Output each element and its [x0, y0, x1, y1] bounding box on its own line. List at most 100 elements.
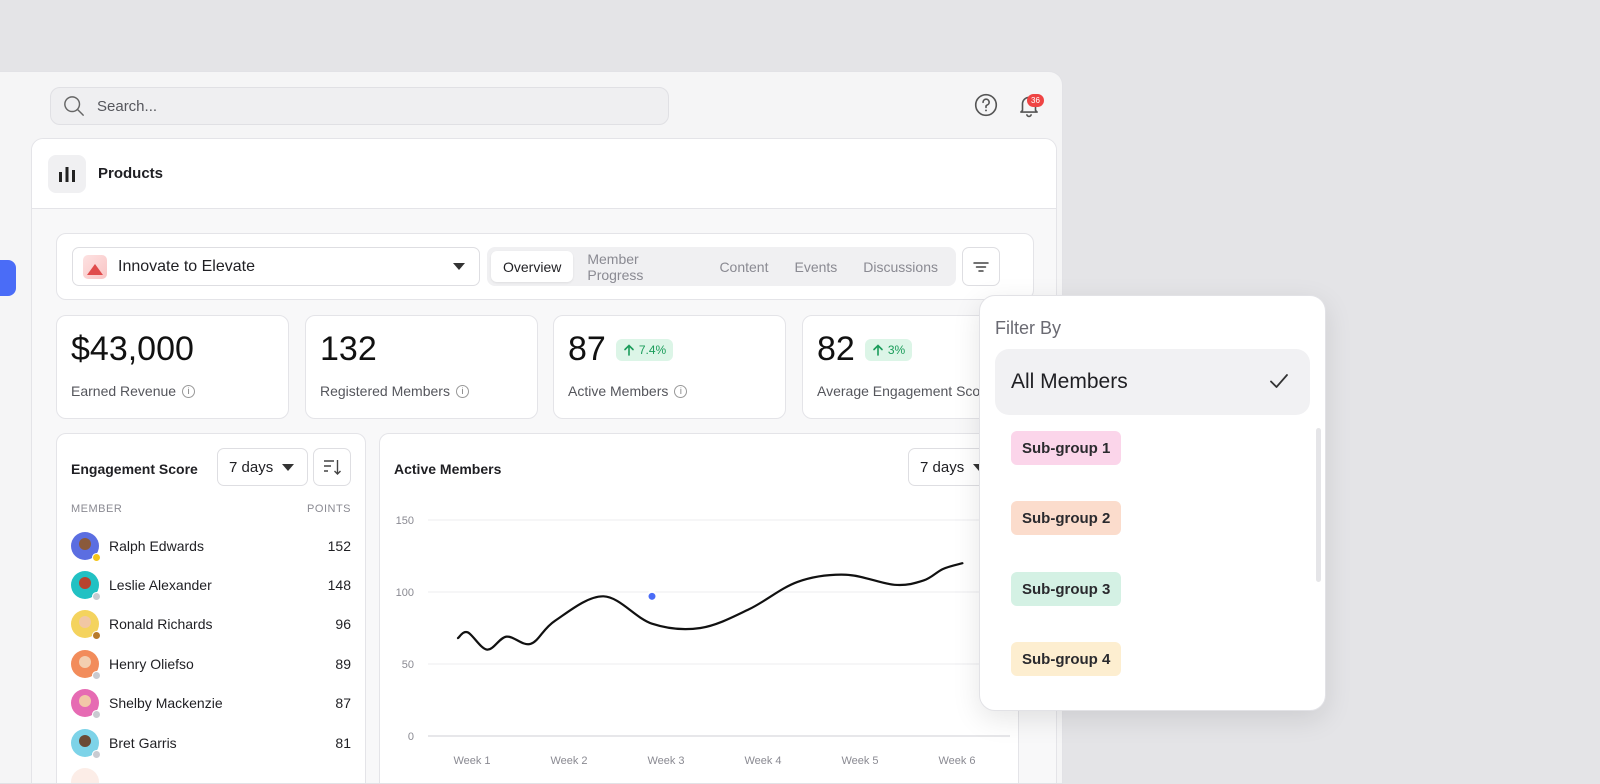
member-points: 87: [335, 695, 351, 712]
sort-button[interactable]: [313, 448, 351, 486]
avatar: [71, 610, 101, 641]
member-row-faded: [71, 762, 351, 783]
x-tick-label: Week 4: [744, 755, 781, 767]
stat-value: 87: [568, 330, 606, 368]
x-tick-label: Week 6: [938, 755, 975, 767]
stat-card-active: 87 7.4% Active Members i: [553, 315, 786, 419]
member-name: Leslie Alexander: [109, 577, 212, 594]
member-points: 89: [335, 655, 351, 672]
filter-option-sub-group-4[interactable]: Sub-group 4: [1011, 642, 1122, 676]
program-select[interactable]: Innovate to Elevate: [72, 247, 480, 286]
arrow-up-icon: [624, 343, 634, 356]
stat-caption: Earned Revenue: [71, 383, 177, 399]
filter-option-sub-group-1[interactable]: Sub-group 1: [1011, 431, 1122, 465]
popover-title: Filter By: [995, 318, 1062, 338]
y-tick-label: 100: [396, 587, 414, 599]
range-select[interactable]: 7 days: [217, 448, 308, 486]
panel-header: Products: [32, 139, 1056, 209]
stat-value: 82: [817, 330, 855, 368]
products-panel: Products Innovate to Elevate Overview Me…: [31, 138, 1057, 783]
tab-events[interactable]: Events: [794, 258, 838, 275]
stat-caption: Average Engagement Score: [817, 383, 993, 399]
info-icon[interactable]: i: [182, 384, 196, 398]
info-icon[interactable]: i: [674, 384, 688, 398]
stat-caption: Active Members: [568, 383, 669, 399]
page-title: Products: [98, 165, 164, 182]
member-row[interactable]: Shelby Mackenzie 87: [71, 684, 351, 723]
avatar: [71, 689, 101, 720]
active-members-card: Active Members 7 days 0 50 100 150 Week 1 Wee…: [379, 433, 1019, 783]
avatar: [71, 571, 101, 602]
member-points: 81: [335, 734, 351, 751]
app-window: Search... 36 Products Innovate to Elevat…: [0, 71, 1063, 784]
member-row[interactable]: Leslie Alexander 148: [71, 565, 351, 604]
range-label: 7 days: [229, 458, 274, 476]
member-name: Ronald Richards: [109, 616, 213, 633]
line-chart: 0 50 100 150 Week 1 Week 2 Week 3 Week 4 Week 5 W…: [396, 515, 1010, 767]
stat-value: 132: [320, 330, 377, 368]
y-tick-label: 0: [408, 731, 414, 743]
sort-icon: [324, 460, 341, 475]
member-name: Ralph Edwards: [109, 537, 204, 554]
engagement-score-card: Engagement Score 7 days MEMBER POINTS Ra…: [56, 433, 366, 783]
member-name: Bret Garris: [109, 734, 177, 751]
info-icon[interactable]: i: [455, 384, 469, 398]
avatar: [71, 531, 101, 562]
arrow-up-icon: [873, 343, 883, 356]
trend-value: 7.4%: [638, 342, 667, 357]
tab-overview[interactable]: Overview: [491, 251, 574, 282]
filter-icon: [973, 261, 989, 272]
x-tick-label: Week 3: [647, 755, 684, 767]
range-label: 7 days: [920, 458, 965, 476]
member-row[interactable]: Ronald Richards 96: [71, 605, 351, 644]
filter-button[interactable]: [962, 247, 1000, 286]
stat-caption: Registered Members: [320, 383, 450, 399]
avatar: [71, 728, 101, 759]
column-header-member: MEMBER: [71, 503, 123, 515]
card-title: Engagement Score: [71, 461, 198, 477]
sidebar-active-indicator[interactable]: [0, 260, 16, 296]
member-row[interactable]: Henry Oliefso 89: [71, 644, 351, 683]
tab-content[interactable]: Content: [719, 258, 769, 275]
tab-member-progress[interactable]: Member Progress: [587, 250, 644, 283]
column-header-points: POINTS: [307, 503, 351, 515]
stat-card-revenue: $43,000 Earned Revenue i: [56, 315, 289, 419]
caret-down-icon: [453, 263, 465, 270]
trend-badge: 3%: [864, 338, 913, 361]
search-input[interactable]: Search...: [50, 87, 669, 125]
y-tick-label: 50: [402, 659, 414, 671]
member-row[interactable]: Ralph Edwards 152: [71, 526, 351, 565]
member-points: 148: [327, 577, 351, 594]
x-tick-label: Week 2: [550, 755, 587, 767]
highlight-point: [648, 592, 656, 600]
member-points: 96: [335, 616, 351, 633]
member-name: Shelby Mackenzie: [109, 695, 223, 712]
member-name: Henry Oliefso: [109, 655, 194, 672]
x-tick-label: Week 5: [841, 755, 878, 767]
card-title: Active Members: [394, 461, 502, 477]
toolbar: Innovate to Elevate Overview Member Prog…: [56, 233, 1034, 300]
tab-discussions[interactable]: Discussions: [863, 258, 938, 275]
search-icon: [64, 96, 84, 116]
member-row[interactable]: Bret Garris 81: [71, 723, 351, 762]
option-label: All Members: [1011, 370, 1128, 393]
filter-popover: Filter By All Members Sub-group 1 Sub-gr…: [979, 295, 1326, 711]
trend-value: 3%: [887, 342, 906, 357]
member-points: 152: [327, 537, 351, 554]
series-line: [456, 562, 964, 651]
filter-option-sub-group-2[interactable]: Sub-group 2: [1011, 501, 1122, 535]
checkmark-icon: [1270, 374, 1288, 388]
program-logo: [83, 254, 107, 279]
search-placeholder: Search...: [97, 97, 158, 115]
tab-bar: Overview Member Progress Content Events …: [487, 247, 956, 286]
stat-value: $43,000: [71, 330, 194, 368]
scrollbar-thumb[interactable]: [1316, 428, 1321, 582]
help-icon[interactable]: [973, 92, 999, 118]
filter-option-all-members[interactable]: All Members: [995, 349, 1310, 415]
avatar: [71, 649, 101, 680]
x-tick-label: Week 1: [453, 755, 490, 767]
avatar: [71, 768, 99, 783]
trend-badge: 7.4%: [615, 338, 674, 361]
stat-card-registered: 132 Registered Members i: [305, 315, 538, 419]
filter-option-sub-group-3[interactable]: Sub-group 3: [1011, 572, 1122, 606]
